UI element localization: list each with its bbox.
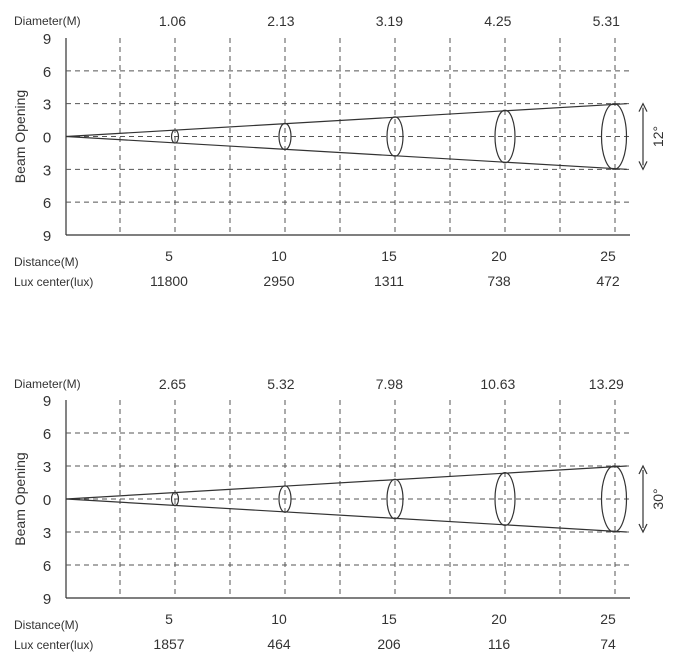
y-tick-label: 3 bbox=[43, 162, 51, 179]
distance-row-label: Distance(M) bbox=[14, 255, 79, 269]
y-tick-label: 9 bbox=[43, 31, 51, 48]
distance-value: 5 bbox=[165, 611, 173, 627]
beam-lower-edge bbox=[65, 498, 627, 533]
y-tick-label: 6 bbox=[43, 426, 51, 443]
beam-cross-section bbox=[386, 116, 404, 157]
beam-cross-section bbox=[170, 129, 180, 144]
y-tick-label: 0 bbox=[43, 492, 51, 509]
lux-value: 116 bbox=[488, 636, 511, 652]
distance-value: 20 bbox=[491, 248, 507, 264]
diameter-value: 3.19 bbox=[376, 13, 403, 29]
beam-angle-arrowhead-top bbox=[638, 102, 648, 112]
lux-value: 472 bbox=[596, 273, 620, 289]
distance-value: 20 bbox=[491, 611, 507, 627]
beam-angle-arrowhead-bottom bbox=[638, 161, 648, 171]
distance-value: 25 bbox=[600, 611, 616, 627]
distance-value: 15 bbox=[381, 611, 397, 627]
distance-value: 10 bbox=[271, 611, 287, 627]
distance-value: 10 bbox=[271, 248, 287, 264]
diameter-axis-label: Diameter(M) bbox=[14, 14, 81, 28]
lux-value: 464 bbox=[267, 636, 291, 652]
lux-value: 11800 bbox=[150, 273, 188, 289]
diameter-value: 7.98 bbox=[376, 376, 403, 392]
diameter-value: 1.06 bbox=[159, 13, 186, 29]
y-tick-label: 3 bbox=[43, 525, 51, 542]
y-tick-label: 9 bbox=[43, 591, 51, 608]
beam-cross-section bbox=[600, 465, 628, 533]
y-axis-title: Beam Opening bbox=[12, 90, 28, 183]
beam-angle-label: 12° bbox=[650, 126, 666, 147]
beam-cross-section bbox=[600, 103, 628, 170]
beam-cross-section bbox=[278, 485, 292, 513]
diameter-value: 4.25 bbox=[484, 13, 511, 29]
beam-upper-edge bbox=[65, 103, 627, 138]
y-tick-label: 6 bbox=[43, 558, 51, 575]
y-tick-label: 3 bbox=[43, 459, 51, 476]
diameter-value: 13.29 bbox=[589, 376, 624, 392]
distance-value: 5 bbox=[165, 248, 173, 264]
beam-upper-edge bbox=[65, 465, 627, 500]
y-tick-label: 3 bbox=[43, 97, 51, 114]
beam-cross-section bbox=[170, 491, 180, 507]
diameter-value: 10.63 bbox=[480, 376, 515, 392]
lux-value: 206 bbox=[377, 636, 401, 652]
lux-value: 738 bbox=[487, 273, 511, 289]
lux-row-label: Lux center(lux) bbox=[14, 275, 93, 289]
y-tick-label: 0 bbox=[43, 130, 51, 147]
distance-value: 15 bbox=[381, 248, 397, 264]
beam-cross-section bbox=[278, 122, 292, 151]
diameter-value: 2.65 bbox=[159, 376, 186, 392]
y-tick-label: 9 bbox=[43, 393, 51, 410]
beam-cross-section bbox=[386, 478, 404, 520]
beam-cross-section bbox=[494, 472, 516, 527]
lux-value: 2950 bbox=[263, 273, 294, 289]
diameter-value: 5.31 bbox=[593, 13, 620, 29]
y-axis-title: Beam Opening bbox=[12, 452, 28, 545]
lux-value: 1857 bbox=[153, 636, 184, 652]
beam-angle-arrowhead-top bbox=[638, 464, 648, 475]
distance-value: 25 bbox=[600, 248, 616, 264]
beam-chart-2: Diameter(M) 2.65 5.32 7.98 10.63 13.29 9 6 3 0 3 6 9… bbox=[12, 376, 666, 652]
y-tick-label: 6 bbox=[43, 195, 51, 212]
beam-cross-section bbox=[494, 109, 516, 164]
lux-value: 74 bbox=[600, 636, 616, 652]
distance-row-label: Distance(M) bbox=[14, 618, 79, 632]
beam-angle-label: 30° bbox=[650, 488, 666, 509]
lux-row-label: Lux center(lux) bbox=[14, 638, 93, 652]
beam-angle-arrowhead-bottom bbox=[638, 523, 648, 534]
diameter-axis-label: Diameter(M) bbox=[14, 377, 81, 391]
diameter-value: 5.32 bbox=[267, 376, 294, 392]
y-tick-label: 6 bbox=[43, 64, 51, 81]
lux-value: 1311 bbox=[374, 273, 404, 289]
diameter-value: 2.13 bbox=[267, 13, 294, 29]
y-tick-label: 9 bbox=[43, 228, 51, 245]
beam-chart-1: Diameter(M) 1.06 2.13 3.19 4.25 5.31 9 6 3 0 3 6 9 Be… bbox=[12, 13, 666, 289]
beam-lower-edge bbox=[65, 135, 627, 170]
